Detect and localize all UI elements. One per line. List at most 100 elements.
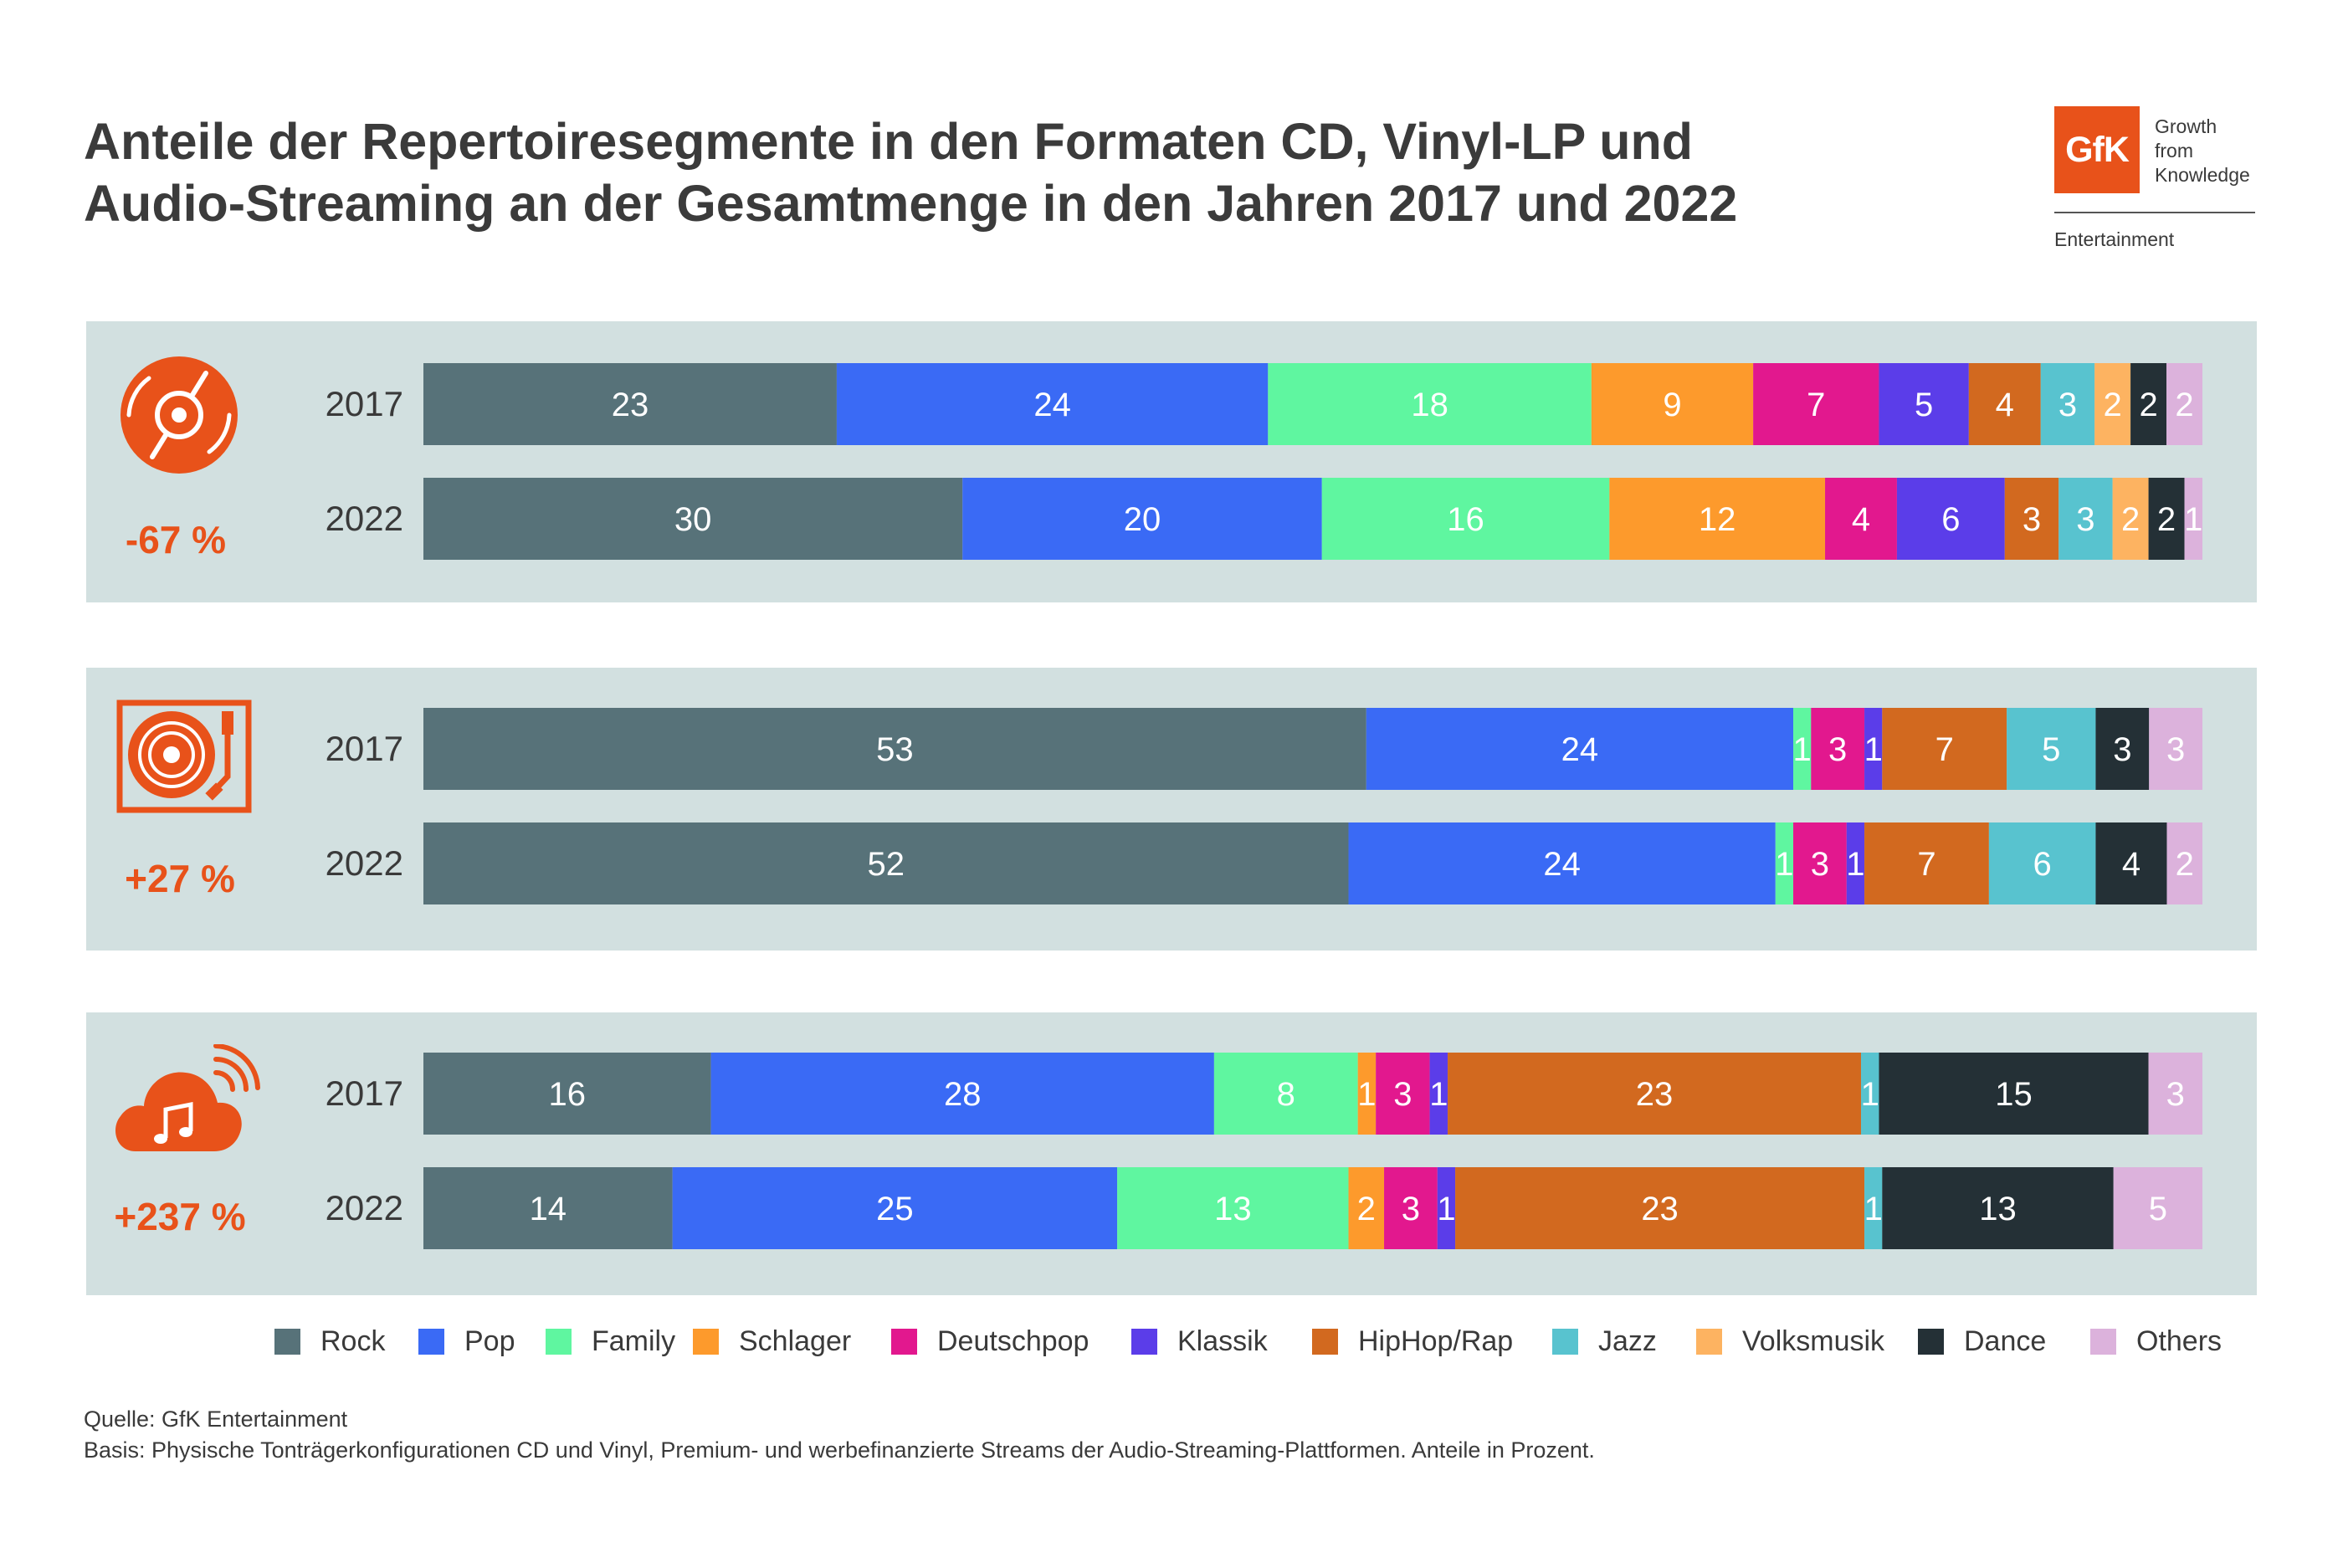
streaming-2017-bar-hiphoprap (1448, 1053, 1861, 1135)
cd-2022-bar-klassik (1896, 478, 2005, 560)
cd-2017-value-volksmusik: 2 (2104, 387, 2122, 423)
streaming-2022-bar-jazz (1864, 1167, 1883, 1249)
cd-year-label-2017: 2017 (326, 384, 403, 423)
cd-2017-bar-family (1268, 363, 1592, 445)
legend-item-hiphoprap: HipHop/Rap (1312, 1320, 1513, 1362)
vinyl-2017-value-rock: 53 (876, 731, 914, 768)
streaming-2022-bar-deutschpop (1384, 1167, 1438, 1249)
tagline-line-1: Growth (2155, 115, 2217, 137)
legend-item-schlager: Schlager (693, 1320, 851, 1362)
legend-swatch (1552, 1328, 1578, 1355)
cd-2017-value-pop: 24 (1033, 387, 1071, 423)
legend-swatch (1131, 1328, 1157, 1355)
vinyl-2017-bar-dance (2095, 708, 2150, 790)
cd-2017-value-hiphoprap: 4 (1996, 387, 2014, 423)
streaming-2017-value-others: 3 (2166, 1076, 2185, 1113)
legend-swatch (1696, 1328, 1722, 1355)
streaming-2017-bar-deutschpop (1376, 1053, 1430, 1135)
streaming-2022-value-schlager: 2 (1357, 1191, 1376, 1227)
streaming-2017-bar-jazz (1860, 1053, 1879, 1135)
streaming-2022-bar-rock (423, 1167, 673, 1249)
vinyl-2022-bar-jazz (1988, 822, 2096, 904)
streaming-year-label-2022: 2022 (326, 1188, 403, 1227)
streaming-2017-value-rock: 16 (549, 1076, 587, 1113)
legend-label: HipHop/Rap (1358, 1325, 1514, 1357)
cd-2017-bar-volksmusik (2094, 363, 2131, 445)
vinyl-2022-value-dance: 4 (2122, 846, 2140, 883)
chart-title-line-2: Audio-Streaming an der Gesamtmenge in de… (84, 175, 1738, 232)
vinyl-2017-bar-others (2149, 708, 2202, 790)
vinyl-2017-bar-rock (423, 708, 1366, 790)
gfk-logo-mark: GfK (2054, 106, 2140, 193)
cd-2017-bar-dance (2130, 363, 2167, 445)
cd-2017-value-jazz: 3 (2058, 387, 2077, 423)
vinyl-2017-value-family: 1 (1793, 731, 1812, 768)
streaming-year-label-2017: 2017 (326, 1074, 403, 1113)
chart-title: Anteile der Repertoiresegmente in den Fo… (84, 110, 1757, 234)
legend-label: Klassik (1177, 1325, 1268, 1357)
vinyl-2017-value-dance: 3 (2113, 731, 2131, 768)
cd-2017-bar-others (2166, 363, 2202, 445)
cd-2022-bar-pop (962, 478, 1322, 560)
legend-label: Dance (1964, 1325, 2047, 1357)
streaming-2017-value-jazz: 1 (1861, 1076, 1879, 1113)
cd-2017-bar-jazz (2040, 363, 2095, 445)
cd-2022-value-klassik: 6 (1941, 501, 1960, 538)
vinyl-2017-value-others: 3 (2166, 731, 2185, 768)
cd-2022-bar-dance (2148, 478, 2185, 560)
logo-divider (2054, 212, 2255, 213)
streaming-2017-value-schlager: 1 (1357, 1076, 1376, 1113)
legend-swatch (274, 1328, 300, 1355)
cd-2022-bar-hiphoprap (2004, 478, 2059, 560)
streaming-2017-value-deutschpop: 3 (1393, 1076, 1412, 1113)
vinyl-turntable-icon (116, 699, 252, 813)
legend-swatch (546, 1328, 572, 1355)
legend-label: Rock (320, 1325, 386, 1357)
gfk-logo: GfK Growth from Knowledge Entertainment (2054, 106, 2272, 257)
vinyl-2022-value-family: 1 (1775, 846, 1793, 883)
streaming-2022-bar-family (1117, 1167, 1349, 1249)
legend-swatch (1918, 1328, 1944, 1355)
streaming-2017-value-family: 8 (1277, 1076, 1295, 1113)
cd-2017-value-rock: 23 (612, 387, 649, 423)
legend-item-others: Others (2090, 1320, 2222, 1362)
gfk-tagline: Growth from Knowledge (2155, 115, 2250, 187)
vinyl-2017-bar-deutschpop (1811, 708, 1865, 790)
streaming-2022-value-hiphoprap: 23 (1641, 1191, 1679, 1227)
streaming-2022-bar-others (2113, 1167, 2202, 1249)
vinyl-2017-value-hiphoprap: 7 (1935, 731, 1954, 768)
cd-2017-bar-rock (423, 363, 837, 445)
vinyl-2022-bar-klassik (1846, 822, 1865, 904)
streaming-2022-bar-pop (672, 1167, 1118, 1249)
vinyl-2017-bar-jazz (2007, 708, 2096, 790)
legend-swatch (1312, 1328, 1338, 1355)
vinyl-2022-value-hiphoprap: 7 (1917, 846, 1935, 883)
streaming-2017-value-dance: 15 (1995, 1076, 2033, 1113)
legend-swatch (891, 1328, 917, 1355)
streaming-2022-bar-dance (1882, 1167, 2114, 1249)
cd-2022-bar-jazz (2058, 478, 2113, 560)
vinyl-2022-bar-family (1775, 822, 1794, 904)
streaming-2017-bar-family (1213, 1053, 1358, 1135)
cd-2022-bar-deutschpop (1825, 478, 1897, 560)
vinyl-2022-bar-dance (2095, 822, 2167, 904)
streaming-2017-bar-pop (710, 1053, 1214, 1135)
vinyl-2017-bar-family (1793, 708, 1812, 790)
cd-2022-value-deutschpop: 4 (1852, 501, 1870, 538)
cd-2017-bar-schlager (1591, 363, 1754, 445)
legend-label: Deutschpop (937, 1325, 1089, 1357)
streaming-2017-bar-others (2148, 1053, 2202, 1135)
cd-2022-value-others: 1 (2184, 501, 2202, 538)
legend-item-jazz: Jazz (1552, 1320, 1657, 1362)
vinyl-2022-value-deutschpop: 3 (1811, 846, 1829, 883)
vinyl-2017-bar-hiphoprap (1882, 708, 2007, 790)
streaming-2022-bar-schlager (1348, 1167, 1385, 1249)
tagline-line-2: from (2155, 140, 2193, 161)
streaming-2022-value-family: 13 (1214, 1191, 1252, 1227)
cd-2022-value-schlager: 12 (1699, 501, 1736, 538)
streaming-2022-value-others: 5 (2149, 1191, 2167, 1227)
vinyl-2022-bar-rock (423, 822, 1349, 904)
cd-2017-bar-deutschpop (1753, 363, 1879, 445)
cd-2022-value-pop: 20 (1124, 501, 1161, 538)
